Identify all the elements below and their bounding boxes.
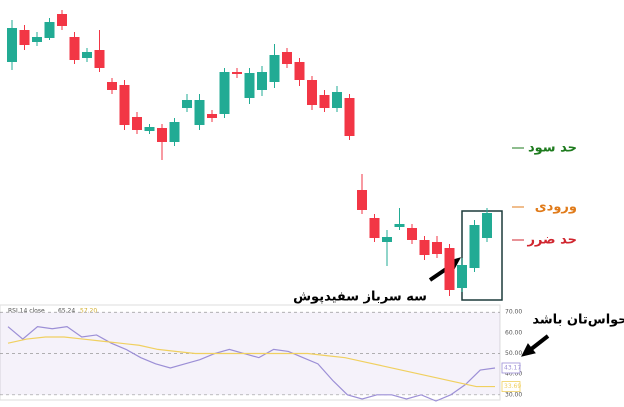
badge: 33.69 xyxy=(504,383,521,390)
candle-body xyxy=(357,190,367,210)
candle-body xyxy=(407,228,417,240)
candle-body xyxy=(382,237,392,242)
badge-box xyxy=(501,381,521,392)
candle-body xyxy=(282,52,292,64)
y-tick-label: 70.00 xyxy=(505,309,522,316)
candle-body xyxy=(444,248,455,290)
rsi-legend: 57.20 xyxy=(80,308,97,315)
candle-body xyxy=(307,80,317,105)
level-label: حد ضرر xyxy=(526,233,577,248)
candle-body xyxy=(469,225,480,268)
badge: 43.17 xyxy=(504,364,521,371)
warning-label: حواس‌تان باشد xyxy=(532,313,624,328)
candle-body xyxy=(432,242,442,254)
candle-body xyxy=(169,122,180,142)
rsi-title: RSI 14 close xyxy=(8,308,45,315)
y-tick-label: 50.00 xyxy=(505,350,522,357)
candle-body xyxy=(369,218,380,238)
candle-body xyxy=(244,73,255,98)
rsi-line xyxy=(7,336,495,388)
arrow xyxy=(521,334,550,357)
pattern-box xyxy=(461,210,503,301)
candle-body xyxy=(344,98,355,136)
candle-body xyxy=(257,72,267,90)
candle-body xyxy=(232,72,242,74)
candle-body xyxy=(57,14,67,26)
candle-body xyxy=(219,72,230,114)
candle-body xyxy=(69,37,80,60)
candle-body xyxy=(207,114,217,118)
candle-body xyxy=(457,265,467,288)
candle-body xyxy=(44,22,55,38)
candle-body xyxy=(7,28,17,62)
candle-body xyxy=(294,62,305,80)
y-tick-label: 60.00 xyxy=(505,329,522,336)
candle-body xyxy=(32,37,42,42)
candle-body xyxy=(319,95,330,108)
rsi-legend: 65.24 xyxy=(58,308,75,315)
candle-body xyxy=(107,82,117,90)
candle-body xyxy=(419,240,430,255)
level-label: ورودی xyxy=(535,200,577,215)
candle-body xyxy=(94,50,105,68)
pattern-label: سه سرباز سفیدپوش xyxy=(293,290,427,305)
candle-body xyxy=(482,213,492,238)
candle-body xyxy=(132,117,142,130)
candle-body xyxy=(182,100,192,108)
rsi-line xyxy=(7,326,496,402)
candle-body xyxy=(332,92,342,108)
rsi-panel xyxy=(0,304,501,401)
candle-body xyxy=(194,100,205,125)
candle-body xyxy=(144,127,155,131)
candle-body xyxy=(82,52,92,58)
level-label: حد سود xyxy=(528,141,577,156)
y-tick-label: 40.00 xyxy=(505,371,522,378)
candle-body xyxy=(157,128,167,142)
candle-body xyxy=(119,85,130,125)
candle-body xyxy=(19,30,30,45)
badge-box xyxy=(501,362,521,374)
candle-body xyxy=(394,224,405,227)
candle-body xyxy=(269,55,280,82)
y-tick-label: 30.00 xyxy=(505,391,522,398)
